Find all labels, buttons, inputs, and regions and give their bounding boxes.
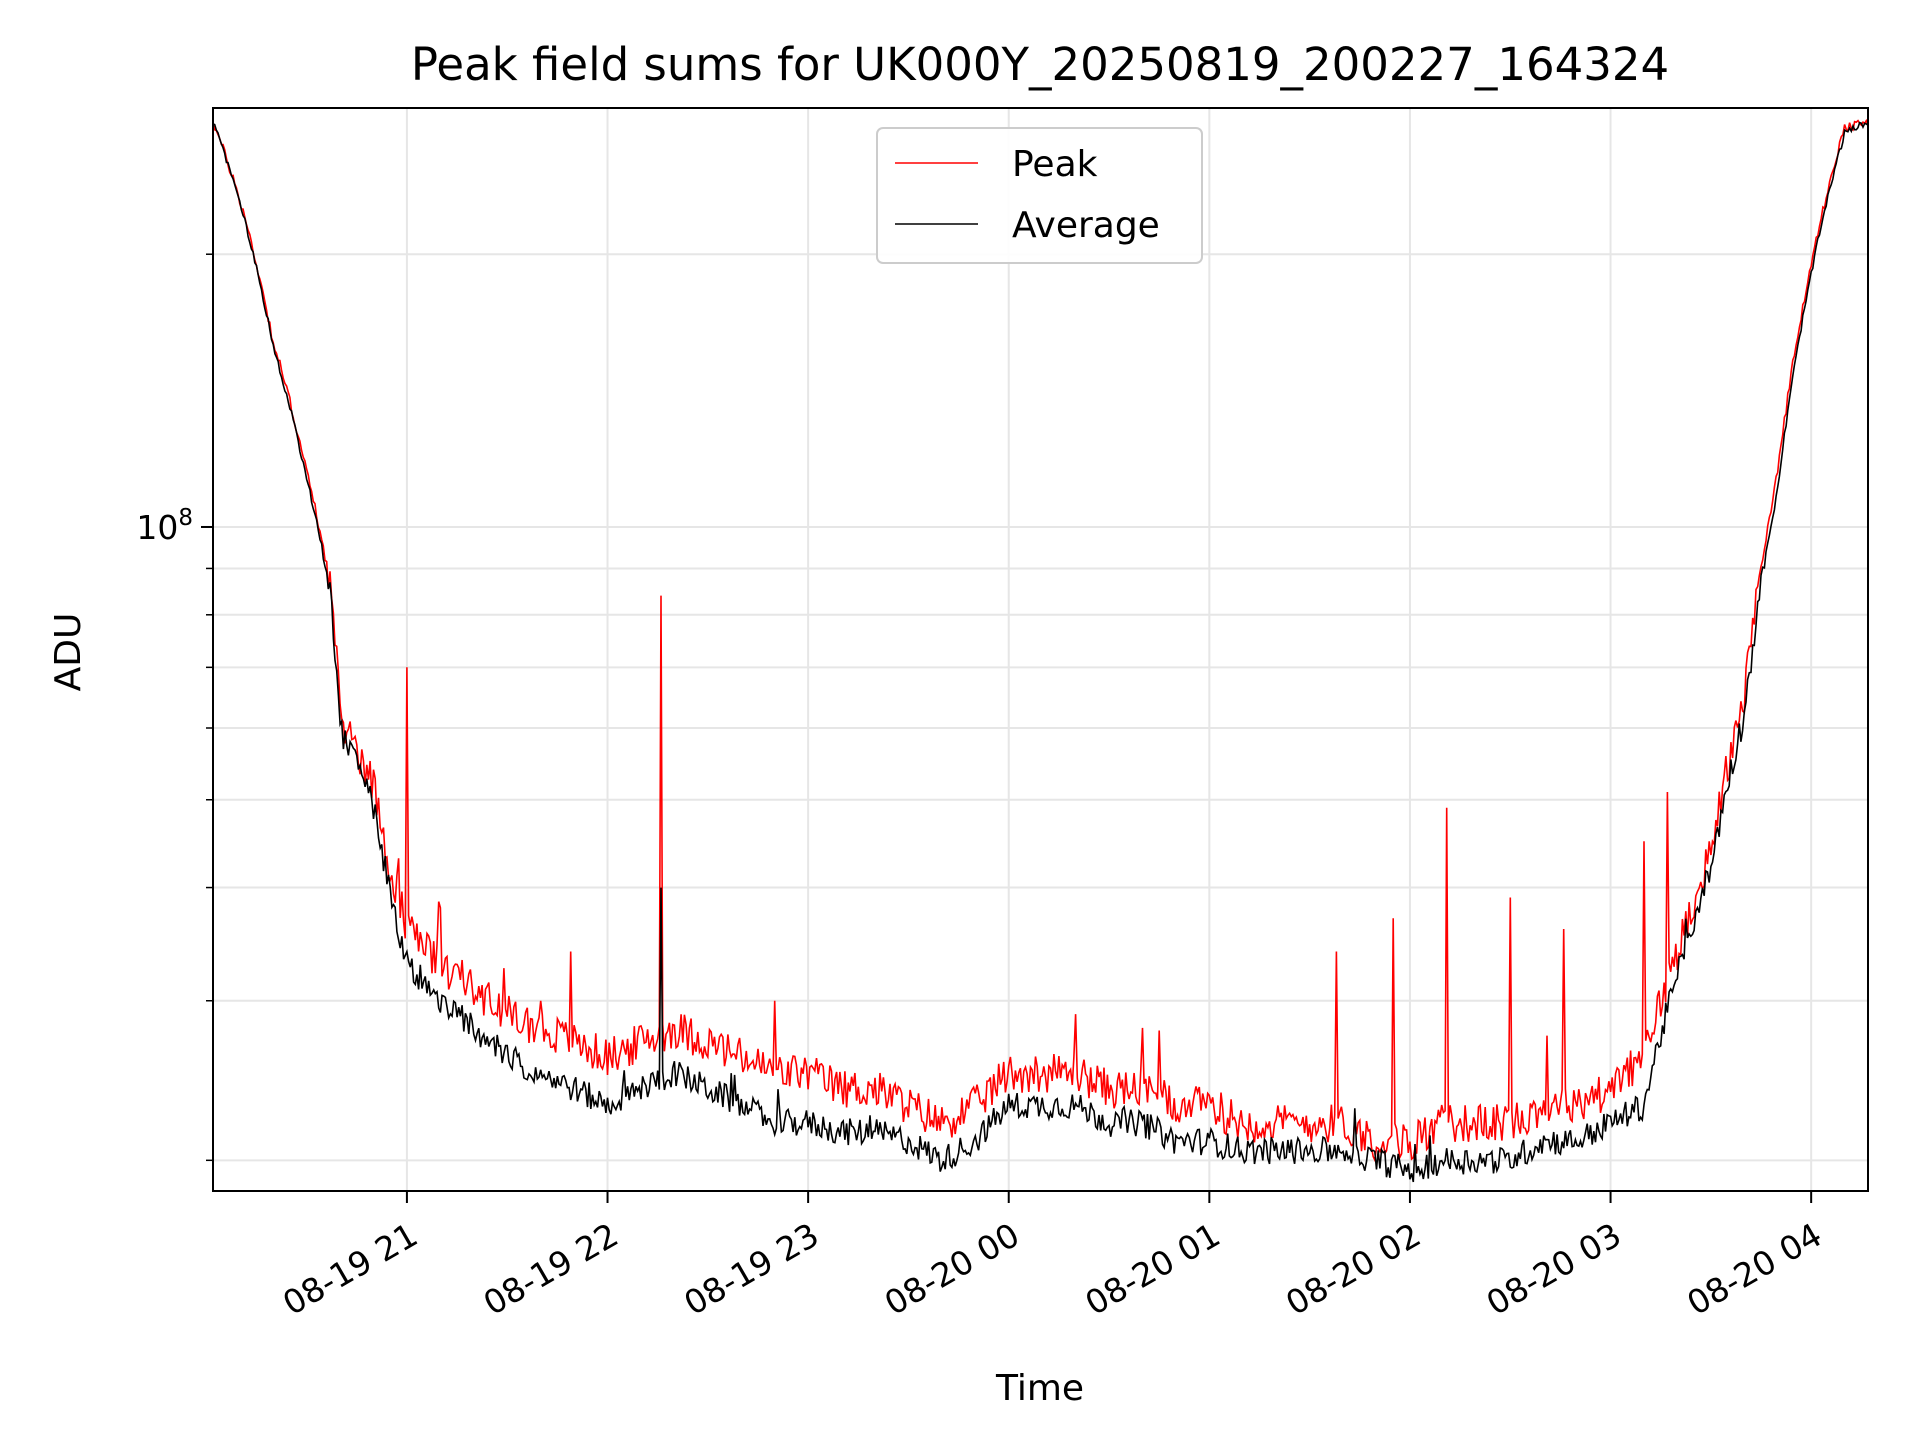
legend-box	[876, 127, 1203, 264]
chart-title: Peak field sums for UK000Y_20250819_2002…	[411, 38, 1669, 91]
y-axis: 108	[136, 253, 213, 1162]
axes-frame	[212, 107, 1869, 1192]
y-tick-label: 108	[136, 505, 193, 547]
series-line-average	[213, 121, 1868, 1183]
legend-label-peak: Peak	[1012, 144, 1098, 185]
plot-area	[213, 118, 1868, 1183]
series-line-peak	[213, 118, 1868, 1163]
grid	[213, 108, 1868, 1191]
legend: Peak Average	[876, 127, 1203, 264]
legend-label-average: Average	[1012, 205, 1160, 246]
x-axis-label: Time	[995, 1368, 1084, 1409]
y-axis-label: ADU	[48, 613, 89, 692]
